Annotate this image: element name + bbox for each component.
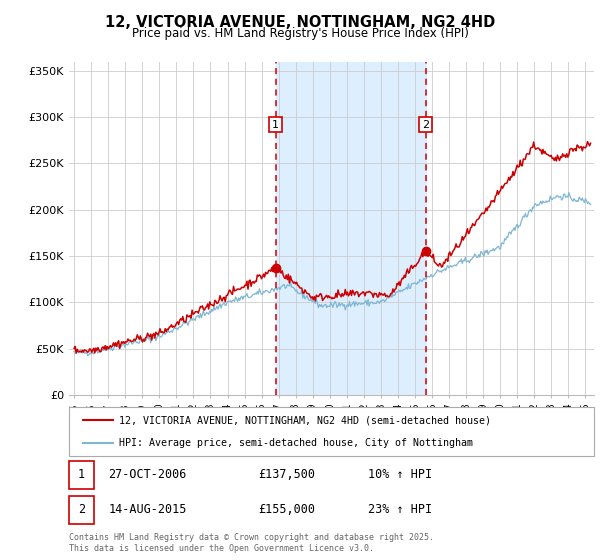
FancyBboxPatch shape	[69, 496, 94, 524]
Text: 14-AUG-2015: 14-AUG-2015	[109, 503, 187, 516]
Text: 12, VICTORIA AVENUE, NOTTINGHAM, NG2 4HD (semi-detached house): 12, VICTORIA AVENUE, NOTTINGHAM, NG2 4HD…	[119, 416, 491, 426]
Text: 1: 1	[78, 468, 85, 481]
Text: 2: 2	[78, 503, 85, 516]
Text: Price paid vs. HM Land Registry's House Price Index (HPI): Price paid vs. HM Land Registry's House …	[131, 27, 469, 40]
Text: HPI: Average price, semi-detached house, City of Nottingham: HPI: Average price, semi-detached house,…	[119, 438, 473, 448]
FancyBboxPatch shape	[69, 407, 594, 456]
Text: 27-OCT-2006: 27-OCT-2006	[109, 468, 187, 481]
Bar	[275, 62, 425, 395]
FancyBboxPatch shape	[69, 460, 94, 488]
Text: Contains HM Land Registry data © Crown copyright and database right 2025.
This d: Contains HM Land Registry data © Crown c…	[69, 533, 434, 553]
Text: 10% ↑ HPI: 10% ↑ HPI	[368, 468, 433, 481]
Text: £137,500: £137,500	[258, 468, 315, 481]
Text: £155,000: £155,000	[258, 503, 315, 516]
Text: 23% ↑ HPI: 23% ↑ HPI	[368, 503, 433, 516]
Text: 12, VICTORIA AVENUE, NOTTINGHAM, NG2 4HD: 12, VICTORIA AVENUE, NOTTINGHAM, NG2 4HD	[105, 15, 495, 30]
Text: 2: 2	[422, 119, 429, 129]
Text: 1: 1	[272, 119, 279, 129]
